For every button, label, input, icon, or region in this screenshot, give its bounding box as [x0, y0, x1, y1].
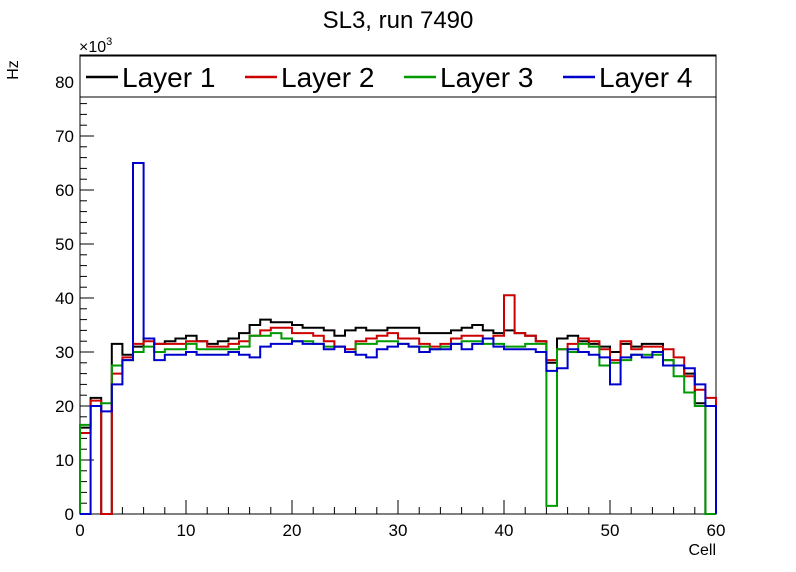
x-tick-label: 0 [75, 521, 84, 540]
y-tick-label: 40 [55, 289, 74, 308]
plot-frame [79, 54, 717, 515]
series-group [79, 162, 717, 515]
legend: Layer 1 Layer 2 Layer 3 Layer 4 [79, 55, 717, 98]
x-tick-label: 20 [283, 521, 302, 540]
legend-entry-label: Layer 3 [440, 62, 533, 93]
x-tick-label: 10 [177, 521, 196, 540]
y-axis-label: Hz [5, 60, 22, 80]
x-tick-label: 40 [495, 521, 514, 540]
chart-title: SL3, run 7490 [323, 7, 474, 34]
x-tick-label: 60 [707, 521, 726, 540]
y-tick-label: 10 [55, 451, 74, 470]
y-tick-label: 0 [65, 505, 74, 524]
x-axis-label: Cell [688, 542, 716, 559]
x-axis: 0 10 20 30 40 50 60 [75, 500, 725, 540]
y-tick-label: 50 [55, 235, 74, 254]
legend-entry-label: Layer 4 [599, 62, 692, 93]
y-tick-label: 20 [55, 397, 74, 416]
y-tick-label: 30 [55, 343, 74, 362]
y-tick-label: 60 [55, 181, 74, 200]
legend-entry-label: Layer 1 [122, 62, 215, 93]
series-line-layer-2 [79, 294, 717, 515]
y-tick-label: 70 [55, 127, 74, 146]
legend-entry-label: Layer 2 [281, 62, 374, 93]
y-axis: 0 10 20 30 40 50 60 70 80 [55, 59, 94, 524]
x-tick-label: 50 [601, 521, 620, 540]
x-tick-label: 30 [389, 521, 408, 540]
series-line-layer-4 [80, 162, 717, 515]
legend-box [79, 55, 717, 98]
y-tick-label: 80 [55, 73, 74, 92]
y-axis-multiplier: ×103 [79, 36, 112, 56]
